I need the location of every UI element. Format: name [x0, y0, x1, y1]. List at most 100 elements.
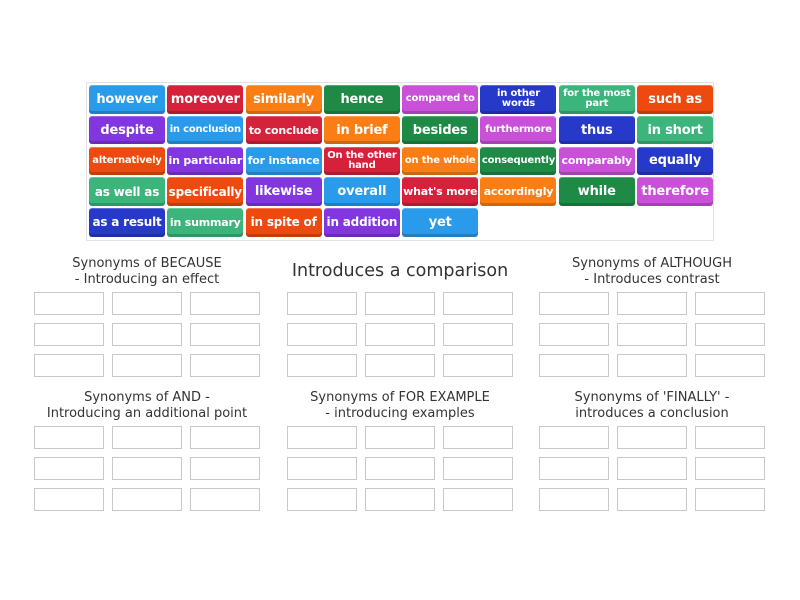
- word-tile[interactable]: while: [558, 177, 635, 206]
- word-tile[interactable]: in short: [637, 115, 714, 145]
- drop-slot[interactable]: [539, 354, 609, 377]
- word-tile[interactable]: to conclude: [245, 115, 322, 145]
- drop-slot[interactable]: [287, 426, 357, 449]
- drop-slot[interactable]: [365, 488, 435, 511]
- drop-slot[interactable]: [365, 457, 435, 480]
- group-title-line1: Synonyms of AND -: [84, 390, 210, 405]
- drop-slot[interactable]: [443, 457, 513, 480]
- word-tile[interactable]: similarly: [245, 85, 322, 114]
- word-tile[interactable]: on the whole: [402, 146, 479, 176]
- word-tile[interactable]: in conclusion: [167, 115, 244, 145]
- drop-slot[interactable]: [287, 457, 357, 480]
- group-title-line2: Introducing an additional point: [46, 406, 248, 421]
- drop-slot[interactable]: [190, 426, 260, 449]
- drop-slot[interactable]: [695, 488, 765, 511]
- drop-slot[interactable]: [365, 323, 435, 346]
- drop-slot[interactable]: [365, 426, 435, 449]
- drop-slot[interactable]: [287, 354, 357, 377]
- word-tile[interactable]: despite: [89, 115, 165, 145]
- drop-slot[interactable]: [695, 323, 765, 346]
- group-title: Synonyms of ALTHOUGH - Introduces contra…: [536, 256, 768, 288]
- drop-slot[interactable]: [190, 323, 260, 346]
- drop-slot[interactable]: [287, 292, 357, 315]
- drop-slot[interactable]: [617, 292, 687, 315]
- drop-slot[interactable]: [112, 292, 182, 315]
- word-tile[interactable]: On the other hand: [323, 146, 400, 176]
- drop-slot[interactable]: [34, 323, 104, 346]
- word-tile[interactable]: such as: [637, 85, 714, 114]
- drop-slot[interactable]: [190, 292, 260, 315]
- drop-slot[interactable]: [365, 354, 435, 377]
- word-tile[interactable]: moreover: [167, 85, 244, 114]
- drop-slot[interactable]: [695, 426, 765, 449]
- word-tile[interactable]: in summary: [167, 208, 244, 237]
- group-title-line2: introduces a conclusion: [575, 406, 729, 421]
- word-tile[interactable]: as a result: [89, 208, 165, 237]
- drop-slot[interactable]: [112, 323, 182, 346]
- drop-slot[interactable]: [617, 354, 687, 377]
- word-tile[interactable]: in brief: [323, 115, 400, 145]
- drop-slot[interactable]: [112, 426, 182, 449]
- word-tile[interactable]: consequently: [480, 146, 557, 176]
- word-tile[interactable]: in addition: [323, 208, 400, 237]
- drop-slot[interactable]: [443, 426, 513, 449]
- drop-slot[interactable]: [443, 292, 513, 315]
- word-tile[interactable]: comparably: [558, 146, 635, 176]
- group-title-line2: - introducing examples: [325, 406, 475, 421]
- word-tile[interactable]: likewise: [245, 177, 322, 206]
- drop-slot[interactable]: [287, 488, 357, 511]
- word-tile[interactable]: as well as: [89, 177, 165, 206]
- word-tile[interactable]: in other words: [480, 85, 557, 114]
- drop-slot[interactable]: [190, 457, 260, 480]
- drop-slot[interactable]: [112, 354, 182, 377]
- drop-slot[interactable]: [112, 457, 182, 480]
- drop-zone: [539, 292, 765, 377]
- word-tile[interactable]: yet: [402, 208, 479, 237]
- drop-slot[interactable]: [695, 457, 765, 480]
- drop-slot[interactable]: [365, 292, 435, 315]
- drop-slot[interactable]: [695, 292, 765, 315]
- drop-slot[interactable]: [539, 488, 609, 511]
- drop-slot[interactable]: [34, 488, 104, 511]
- drop-slot[interactable]: [443, 354, 513, 377]
- word-tile[interactable]: for the most part: [558, 85, 635, 114]
- drop-slot[interactable]: [112, 488, 182, 511]
- drop-slot[interactable]: [539, 457, 609, 480]
- word-tile[interactable]: therefore: [637, 177, 714, 206]
- word-tile[interactable]: in spite of: [245, 208, 322, 237]
- word-tile[interactable]: in particular: [167, 146, 244, 176]
- drop-slot[interactable]: [617, 488, 687, 511]
- word-tile[interactable]: furthermore: [480, 115, 557, 145]
- drop-slot[interactable]: [190, 488, 260, 511]
- drop-slot[interactable]: [695, 354, 765, 377]
- drop-slot[interactable]: [617, 457, 687, 480]
- group-title-line2: - Introducing an effect: [74, 272, 220, 287]
- drop-slot[interactable]: [539, 426, 609, 449]
- drop-slot[interactable]: [539, 292, 609, 315]
- drop-slot[interactable]: [34, 354, 104, 377]
- drop-zone: [539, 426, 765, 511]
- word-tile[interactable]: however: [89, 85, 165, 114]
- drop-slot[interactable]: [287, 323, 357, 346]
- word-tile[interactable]: besides: [402, 115, 479, 145]
- drop-slot[interactable]: [34, 292, 104, 315]
- drop-slot[interactable]: [34, 457, 104, 480]
- word-tile[interactable]: thus: [558, 115, 635, 145]
- word-tile[interactable]: alternatively: [89, 146, 165, 176]
- word-tile[interactable]: accordingly: [480, 177, 557, 206]
- word-tile[interactable]: hence: [323, 85, 400, 114]
- word-tile[interactable]: compared to: [402, 85, 479, 114]
- drop-slot[interactable]: [443, 488, 513, 511]
- word-tile[interactable]: equally: [637, 146, 714, 176]
- word-tile[interactable]: for instance: [245, 146, 322, 176]
- word-tile[interactable]: specifically: [167, 177, 244, 206]
- word-tile[interactable]: overall: [323, 177, 400, 206]
- drop-slot[interactable]: [617, 426, 687, 449]
- drop-slot[interactable]: [34, 426, 104, 449]
- word-tile[interactable]: what's more: [402, 177, 479, 206]
- drop-slot[interactable]: [443, 323, 513, 346]
- drop-slot[interactable]: [190, 354, 260, 377]
- drop-slot[interactable]: [617, 323, 687, 346]
- drop-slot[interactable]: [539, 323, 609, 346]
- group-title-line1: Synonyms of 'FINALLY' -: [574, 390, 730, 405]
